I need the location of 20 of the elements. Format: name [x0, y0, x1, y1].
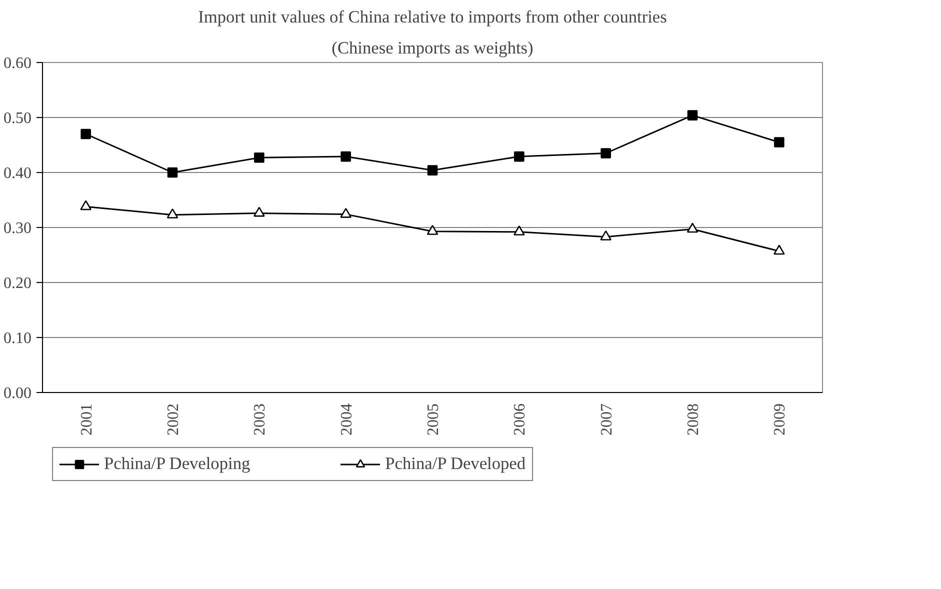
- y-tick-label: 0.50: [4, 110, 32, 127]
- chart-subtitle: (Chinese imports as weights): [332, 38, 534, 58]
- y-tick-label: 0.00: [4, 385, 32, 402]
- legend-label: Pchina/P Developing: [104, 454, 250, 474]
- x-tick-label: 2006: [512, 404, 529, 436]
- x-tick-label: 2004: [338, 404, 356, 436]
- y-tick-label: 0.10: [4, 330, 32, 347]
- x-tick-label: 2007: [598, 404, 616, 436]
- x-tick-label: 2008: [685, 404, 702, 436]
- legend-label: Pchina/P Developed: [385, 454, 526, 474]
- y-tick-label: 0.20: [4, 275, 32, 292]
- y-tick-label: 0.60: [4, 55, 32, 72]
- y-tick-label: 0.40: [4, 165, 32, 182]
- x-tick-label: 2002: [165, 404, 182, 436]
- x-tick-label: 2001: [78, 404, 96, 436]
- x-tick-label: 2009: [772, 404, 789, 436]
- x-tick-label: 2005: [425, 404, 442, 436]
- x-tick-label: 2003: [252, 404, 269, 436]
- chart-title: Import unit values of China relative to imports from other countries: [198, 8, 668, 26]
- y-tick-label: 0.30: [4, 220, 32, 237]
